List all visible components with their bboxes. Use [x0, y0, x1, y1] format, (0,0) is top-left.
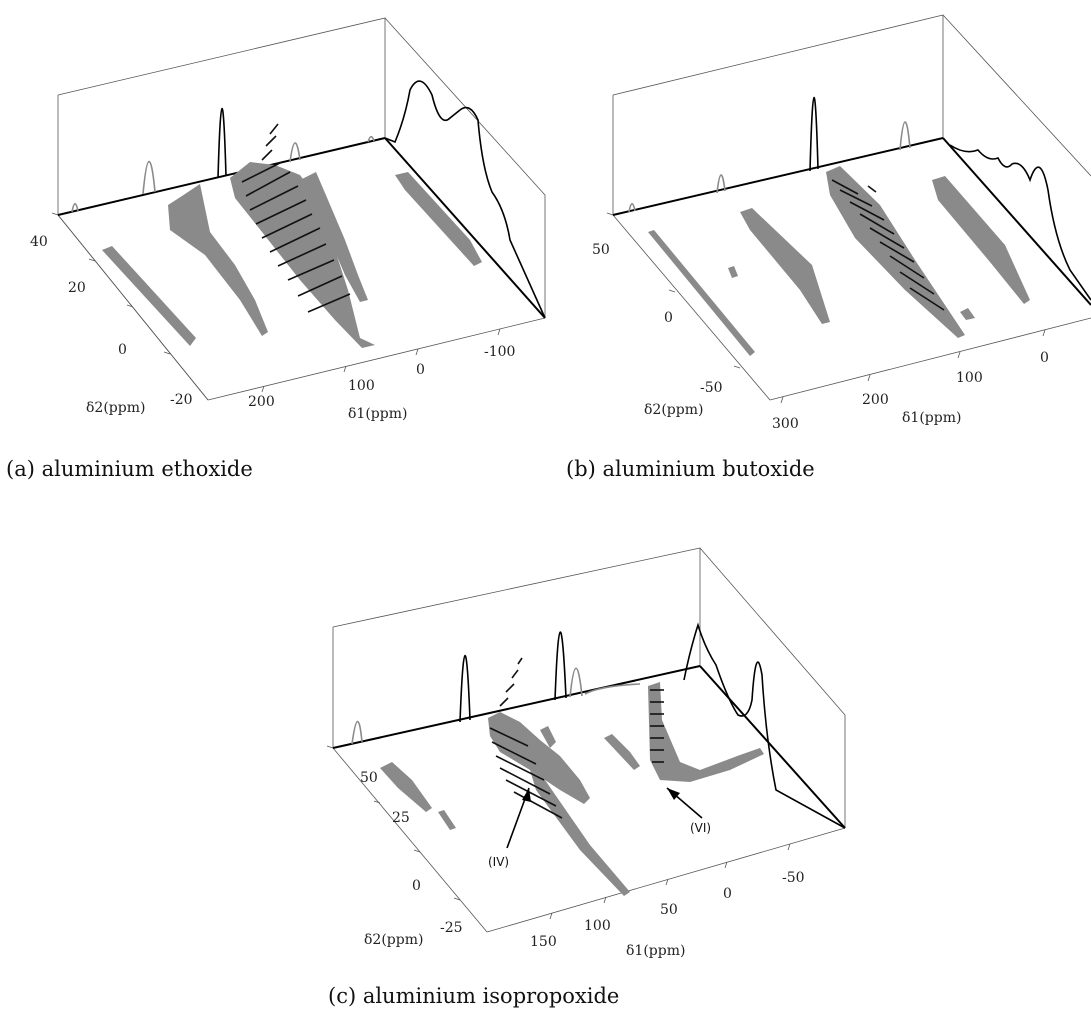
- panel-a-side-baseline: [384, 137, 546, 319]
- panel-a-back-baseline: [57, 137, 386, 216]
- panel-b-side-projection: [949, 144, 1091, 301]
- panel-b-side-baseline: [942, 137, 1091, 306]
- panel-b-xtick: 300: [772, 416, 799, 432]
- panel-a-ytick: 40: [30, 234, 48, 250]
- label-iv: (IV): [488, 855, 509, 869]
- panel-c-xtick: 100: [584, 918, 611, 934]
- panel-b-caption: (b) aluminium butoxide: [566, 457, 815, 481]
- panel-c-caption: (c) aluminium isopropoxide: [328, 984, 619, 1008]
- panel-c-ytick: 25: [392, 810, 410, 826]
- panel-a-tick-marks: [51, 212, 501, 393]
- panel-a-ytick: 20: [68, 280, 86, 296]
- panel-a-ytick: -20: [170, 392, 193, 408]
- panel-b-frame: [612, 14, 1091, 401]
- panel-c-annotation-vi: (VI): [666, 787, 711, 835]
- panel-c-ytick: 50: [360, 770, 378, 786]
- panel-c-ytick: 0: [412, 878, 421, 894]
- panel-c-xlabel: δ1(ppm): [626, 943, 685, 959]
- panel-c-annotation-iv: (IV): [488, 787, 531, 869]
- panel-b-ylabel: δ2(ppm): [644, 402, 703, 418]
- panel-b-ytick: -50: [700, 380, 723, 396]
- panel-c-tick-marks: [326, 745, 791, 920]
- panel-a-ylabel: δ2(ppm): [86, 400, 145, 416]
- panel-c-side-baseline: [699, 665, 846, 829]
- panel-c-side-projection: [683, 622, 846, 829]
- panel-b-back-projection: [628, 96, 911, 213]
- panel-c-floor-contours: [380, 682, 764, 896]
- panel-a-back-projection: [71, 107, 375, 213]
- panel-b-floor-contours: [648, 166, 1030, 356]
- panel-b-xlabel: δ1(ppm): [902, 410, 961, 426]
- panel-c-xtick: -50: [782, 870, 805, 886]
- label-vi: (VI): [690, 821, 711, 835]
- panel-c-xtick: 0: [723, 886, 732, 902]
- panel-b-xtick: 100: [956, 370, 983, 386]
- panel-c-back-projection: [351, 631, 641, 745]
- panel-b-tick-marks: [606, 212, 1046, 404]
- panel-c-xtick: 150: [530, 934, 557, 950]
- arrow-iv-head: [522, 788, 531, 802]
- panel-a-xlabel: δ1(ppm): [348, 406, 407, 422]
- panel-b: 50 0 -50 300 200 100 0 δ2(ppm) δ1(ppm) (…: [566, 14, 1091, 481]
- panel-c-ridges: [489, 657, 664, 819]
- panel-b-xtick: 0: [1040, 350, 1049, 366]
- panel-a-side-projection: [384, 80, 546, 319]
- panel-c-xtick: 50: [660, 902, 678, 918]
- panel-a-ridges: [241, 123, 351, 313]
- panel-b-ytick: 50: [592, 242, 610, 258]
- panel-b-ytick: 0: [664, 310, 673, 326]
- panel-c-ytick: -25: [440, 920, 463, 936]
- panel-a-xtick: 100: [348, 378, 375, 394]
- panel-c-ylabel: δ2(ppm): [364, 932, 423, 948]
- panel-a-floor-contours: [102, 162, 482, 348]
- panel-a-xtick: -100: [484, 344, 515, 360]
- panel-b-back-baseline: [612, 137, 944, 216]
- panel-c-frame: [332, 547, 846, 933]
- arrow-vi-head: [667, 788, 680, 800]
- panel-c: (IV) (VI) 50 25 0 -25 150 100 50 0 -50 δ…: [326, 547, 846, 1008]
- panel-a: 40 20 0 -20 200 100 0 -100 δ2(ppm) δ1(pp…: [6, 17, 546, 481]
- panel-a-xtick: 200: [248, 394, 275, 410]
- panel-a-xtick: 0: [416, 362, 425, 378]
- panel-a-caption: (a) aluminium ethoxide: [6, 457, 253, 481]
- panel-c-back-baseline: [332, 665, 701, 749]
- panel-a-ytick: 0: [118, 342, 127, 358]
- panel-b-xtick: 200: [862, 392, 889, 408]
- panel-b-ridges: [831, 179, 945, 311]
